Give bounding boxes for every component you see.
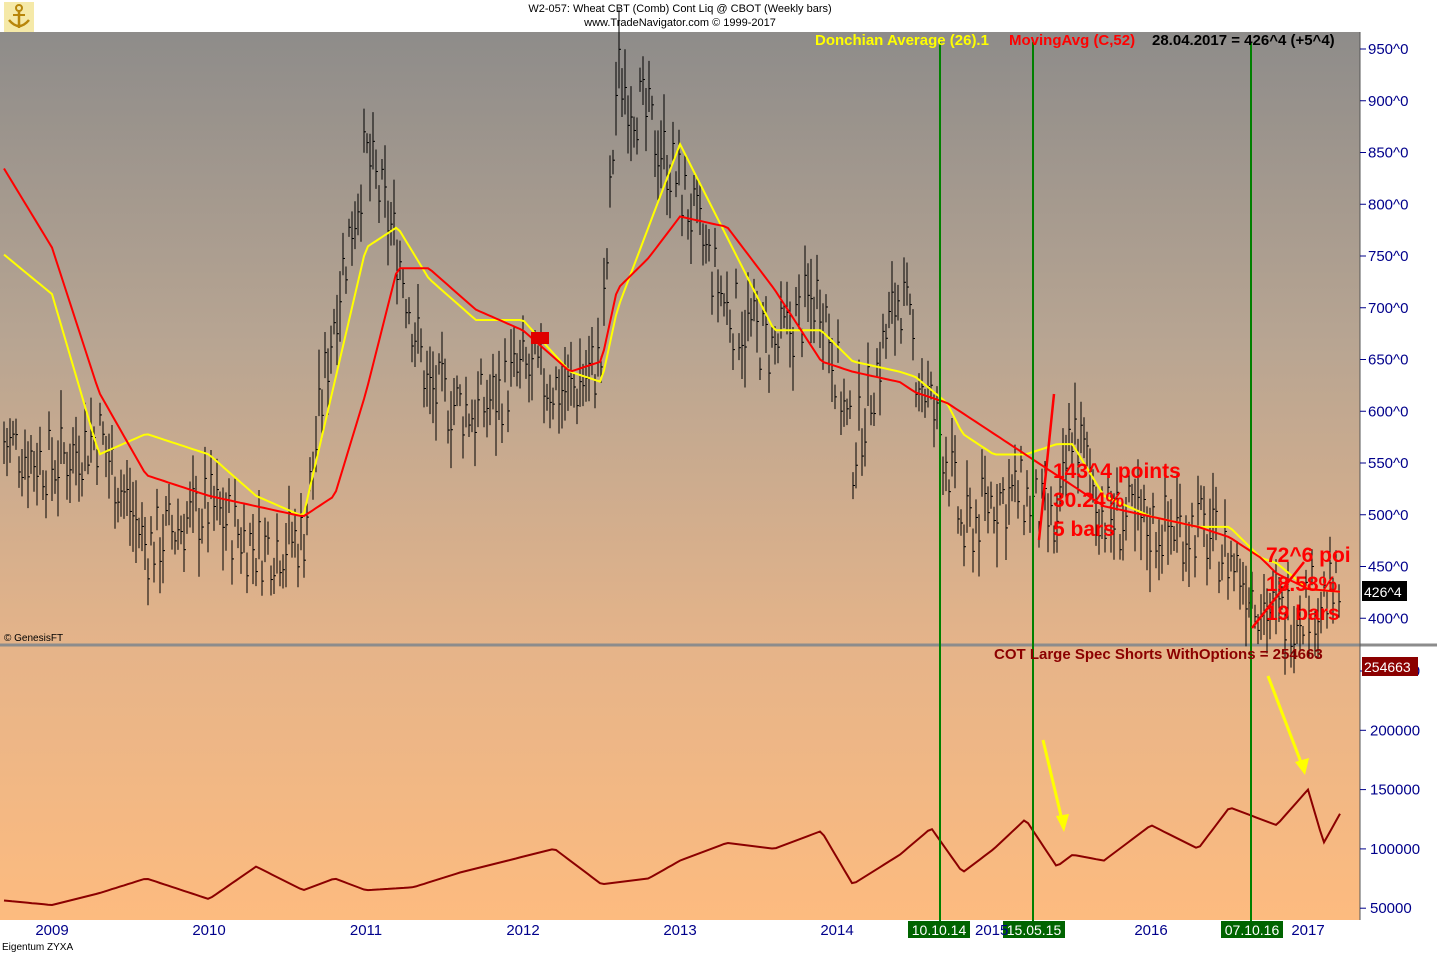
current-price-box — [1362, 581, 1407, 601]
legend-cot: COT Large Spec Shorts WithOptions = 2546… — [994, 646, 1323, 663]
legend-moving-avg: MovingAvg (C,52) — [1009, 32, 1135, 49]
price-bars — [3, 9, 1341, 675]
plot-background — [0, 32, 1360, 920]
cot-tick-label: 200000 — [1370, 722, 1420, 739]
price-tick-label: 500^0 — [1368, 507, 1408, 524]
yellow-arrow-1 — [1041, 739, 1064, 821]
chart-title: W2-057: Wheat CBT (Comb) Cont Liq @ CBOT… — [528, 3, 832, 15]
price-tick-label: 800^0 — [1368, 196, 1408, 213]
date-marker-label: 15.05.15 — [1007, 922, 1062, 938]
move2-annotation: 19 bars — [1266, 602, 1340, 625]
date-markers: 10.10.14 15.05.15 07.10.16 — [908, 42, 1283, 938]
price-tick-label: 550^0 — [1368, 455, 1408, 472]
move2-annotation: 18.58% — [1266, 573, 1338, 596]
current-cot-label: 254663 — [1364, 659, 1411, 675]
axis-labels: Donchian Average (26).1 MovingAvg (C,52) 2… — [2, 32, 1420, 953]
year-label: 2010 — [192, 922, 225, 939]
year-label: 2015 — [975, 922, 1008, 939]
year-label: 2012 — [506, 922, 539, 939]
legend-donchian: Donchian Average (26).1 — [815, 32, 989, 49]
red-arrow-move1 — [1037, 393, 1056, 541]
current-price-label: 426^4 — [1364, 584, 1402, 600]
price-tick-label: 400^0 — [1368, 610, 1408, 627]
date-marker-box — [1221, 921, 1283, 938]
date-marker-box — [1003, 921, 1065, 938]
price-tick-label: 950^0 — [1368, 41, 1408, 58]
yellow-arrow-2 — [1266, 675, 1304, 766]
year-label: 2009 — [35, 922, 68, 939]
donchian-line — [3, 141, 1341, 593]
legend-last-value: 28.04.2017 = 426^4 (+5^4) — [1152, 32, 1335, 49]
red-arrow-move2 — [1251, 561, 1305, 629]
year-label: 2016 — [1134, 922, 1167, 939]
eigentum-credit: Eigentum ZYXA — [2, 942, 73, 953]
year-label: 2013 — [663, 922, 696, 939]
current-cot-box — [1362, 657, 1418, 676]
move1-annotation: 30.24% — [1053, 489, 1125, 512]
year-label: 2011 — [350, 922, 382, 939]
anchor-logo-icon — [4, 2, 34, 32]
price-tick-label: 650^0 — [1368, 352, 1408, 369]
price-tick-label: 600^0 — [1368, 403, 1408, 420]
bottom-axis-background — [0, 920, 1437, 954]
yellow-arrowhead-2 — [1295, 758, 1309, 775]
chart-copyright: www.TradeNavigator.com © 1999-2017 — [584, 17, 776, 29]
annotation-arrows — [1037, 393, 1309, 832]
year-label: 2014 — [820, 922, 853, 939]
price-tick-label: 450^0 — [1368, 559, 1408, 576]
cot-line — [3, 787, 1341, 907]
date-marker-label: 10.10.14 — [912, 922, 967, 938]
yellow-arrowhead-1 — [1056, 814, 1069, 832]
series-lines — [3, 141, 1341, 907]
year-label: 2017 — [1291, 922, 1324, 939]
cot-tick-label: 150000 — [1370, 782, 1420, 799]
move1-annotation: 143^4 points — [1053, 460, 1181, 483]
date-marker-label: 07.10.16 — [1225, 922, 1280, 938]
price-tick-label: 850^0 — [1368, 145, 1408, 162]
price-tick-label: 750^0 — [1368, 248, 1408, 265]
move1-annotation: 5 bars — [1053, 518, 1115, 541]
cot-tick-label: 50000 — [1370, 900, 1412, 917]
red-box-marker — [531, 332, 549, 344]
price-tick-label: 900^0 — [1368, 93, 1408, 110]
move2-annotation: 72^6 poi — [1266, 544, 1351, 567]
right-axis-background — [1360, 32, 1437, 920]
date-marker-box — [908, 921, 970, 938]
moving-average-line — [3, 167, 1341, 593]
cot-tick-label: 100000 — [1370, 841, 1420, 858]
price-tick-label: 700^0 — [1368, 300, 1408, 317]
genesis-credit: © GenesisFT — [4, 633, 63, 644]
